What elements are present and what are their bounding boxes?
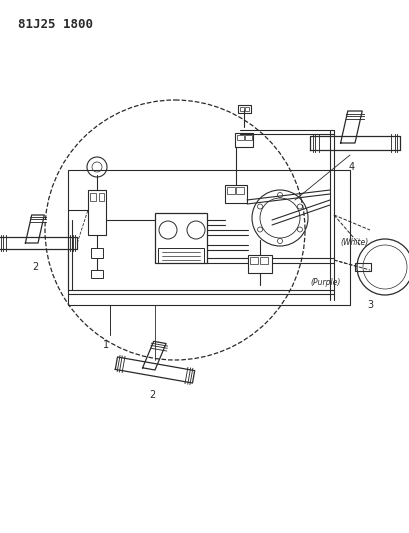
Text: 2: 2 xyxy=(32,262,38,272)
Bar xyxy=(90,193,96,201)
Text: 3: 3 xyxy=(367,300,373,310)
Bar xyxy=(237,135,244,140)
Bar xyxy=(68,170,350,305)
Text: 1: 1 xyxy=(103,340,109,350)
Bar xyxy=(236,187,244,194)
Bar xyxy=(250,257,258,264)
Bar xyxy=(227,187,235,194)
Bar xyxy=(260,257,268,264)
Text: 81J25 1800: 81J25 1800 xyxy=(18,18,93,31)
Bar xyxy=(88,190,106,235)
Bar xyxy=(355,263,371,271)
Bar xyxy=(91,270,103,278)
Bar xyxy=(248,255,272,273)
Text: 2: 2 xyxy=(149,390,155,400)
Bar xyxy=(245,135,252,140)
Text: (Purple): (Purple) xyxy=(310,278,340,287)
Bar xyxy=(238,105,251,113)
Bar xyxy=(155,213,207,263)
Text: (White): (White) xyxy=(340,238,368,247)
Bar xyxy=(240,107,244,111)
Bar xyxy=(99,193,104,201)
Text: 4: 4 xyxy=(349,162,355,172)
Bar xyxy=(91,248,103,258)
Bar xyxy=(245,107,249,111)
Bar xyxy=(235,133,253,147)
Bar xyxy=(225,185,247,203)
Bar xyxy=(158,248,204,263)
